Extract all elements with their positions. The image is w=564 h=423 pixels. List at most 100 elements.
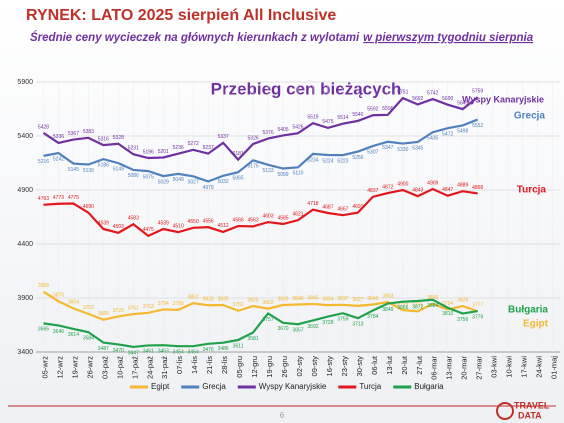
series-label: Turcja	[517, 185, 547, 196]
y-tick-label: 5400	[17, 133, 33, 140]
data-label: 3802	[262, 300, 273, 306]
x-tick-label: 02-sty	[295, 356, 304, 377]
x-tick-label: 19-wrz	[70, 356, 79, 379]
y-tick-label: 3900	[17, 295, 33, 302]
data-label: 5428	[38, 124, 49, 130]
data-label: 3784	[367, 314, 378, 320]
data-label: 5690	[442, 96, 453, 102]
data-label: 4687	[322, 204, 333, 210]
data-label: 5224	[322, 158, 333, 164]
annotation: Przebieg cen bieżących	[211, 79, 402, 98]
x-tick-label: 10-paź	[115, 356, 124, 379]
data-label: 5110	[293, 171, 304, 177]
x-tick-label: 26-wrz	[85, 356, 94, 379]
data-label: 3584	[83, 335, 94, 341]
data-label: 3646	[53, 329, 64, 335]
data-label: 5242	[53, 156, 64, 162]
data-label: 3756	[457, 317, 468, 323]
data-label: 4868	[472, 185, 483, 191]
series-line	[43, 118, 479, 183]
series-label: Wyspy Kanaryjskie	[462, 94, 544, 104]
x-tick-label: 20-lut	[400, 355, 409, 375]
x-tick-label: 03-kwi	[490, 356, 499, 378]
subtitle: Średnie ceny wycieczek na głównych kieru…	[30, 31, 534, 44]
data-label: 5759	[472, 89, 483, 95]
data-label: 3665	[38, 327, 49, 333]
data-label: 3476	[203, 347, 214, 353]
data-label: 4621	[292, 211, 303, 217]
x-tick-label: 30-sty	[355, 356, 364, 377]
x-tick-label: 12-gru	[250, 356, 259, 378]
data-label: 3837	[337, 296, 348, 302]
series-line	[42, 290, 479, 321]
data-label: 3728	[322, 320, 333, 326]
x-tick-label: 31-paź	[160, 356, 169, 379]
data-label: 5383	[83, 129, 94, 135]
subtitle-part: Średnie ceny wycieczek na głównych kieru…	[30, 31, 360, 44]
data-label: 4847	[442, 187, 453, 193]
data-label: 5133	[262, 168, 273, 174]
x-tick-label: 16-sty	[325, 356, 334, 377]
data-label: 3670	[277, 326, 288, 332]
subtitle-emphasis: w pierwszym tygodniu sierpnia	[363, 32, 534, 44]
data-label: 3614	[68, 332, 79, 338]
legend-label: Grecja	[202, 382, 226, 391]
data-label: 5326	[248, 135, 259, 141]
data-label: 3581	[248, 336, 259, 342]
data-label: 5027	[188, 180, 199, 186]
data-label: 5049	[173, 177, 184, 183]
data-label: 4909	[427, 180, 438, 186]
data-label: 5272	[188, 141, 199, 147]
data-label: 3833	[203, 297, 214, 303]
x-tick-label: 14-lis	[190, 356, 199, 374]
data-label: 5234	[307, 157, 318, 163]
data-label: 5075	[143, 174, 154, 180]
data-label: 5519	[307, 114, 318, 120]
data-label: 4718	[307, 201, 318, 207]
data-label: 5328	[113, 135, 124, 141]
data-label: 5345	[412, 145, 423, 151]
data-label: 5201	[158, 149, 169, 155]
x-tick-label: 05-gru	[235, 356, 244, 378]
data-label: 4503	[113, 224, 124, 230]
data-label: 4585	[277, 215, 288, 221]
x-tick-label: 12-wrz	[55, 356, 64, 379]
data-label: 3751	[128, 305, 139, 311]
data-label: 5498	[457, 129, 468, 135]
data-label: 5196	[143, 149, 154, 155]
data-label: 3852	[188, 295, 199, 301]
data-label: 4872	[382, 184, 393, 190]
data-label: 3759	[337, 317, 348, 323]
data-label: 3884	[427, 303, 438, 309]
data-label: 4603	[262, 213, 273, 219]
data-label: 5256	[352, 155, 363, 161]
x-tick-label: 13-lut	[385, 355, 394, 375]
series-line	[42, 96, 479, 162]
data-label: 5337	[218, 134, 229, 140]
data-label: 4556	[203, 218, 214, 224]
data-label: 3826	[457, 297, 468, 303]
x-tick-label: 06-mar	[430, 356, 439, 380]
data-label: 3866	[397, 305, 408, 311]
data-label: 4563	[248, 218, 259, 224]
data-label: 5149	[113, 166, 124, 172]
data-label: 3692	[307, 324, 318, 330]
data-label: 3757	[262, 317, 273, 323]
data-label: 3840	[367, 296, 378, 302]
data-label: 3776	[412, 303, 423, 309]
data-label: 3794	[158, 301, 169, 307]
data-label: 5307	[367, 149, 378, 155]
data-label: 4763	[38, 196, 49, 202]
data-label: 3863	[382, 293, 393, 299]
data-label: 4475	[143, 227, 154, 233]
data-label: 4900	[397, 181, 408, 187]
data-label: 3849	[382, 307, 393, 313]
data-label: 3486	[218, 346, 229, 352]
series-label: Egipt	[523, 319, 549, 330]
data-label: 5029	[158, 179, 169, 185]
data-label: 5435	[427, 136, 438, 142]
data-label: 3835	[277, 296, 288, 302]
data-label: 3487	[98, 346, 109, 352]
x-tick-label: 03-paź	[100, 356, 109, 379]
legend-label: Wyspy Kanaryjskie	[259, 382, 327, 391]
